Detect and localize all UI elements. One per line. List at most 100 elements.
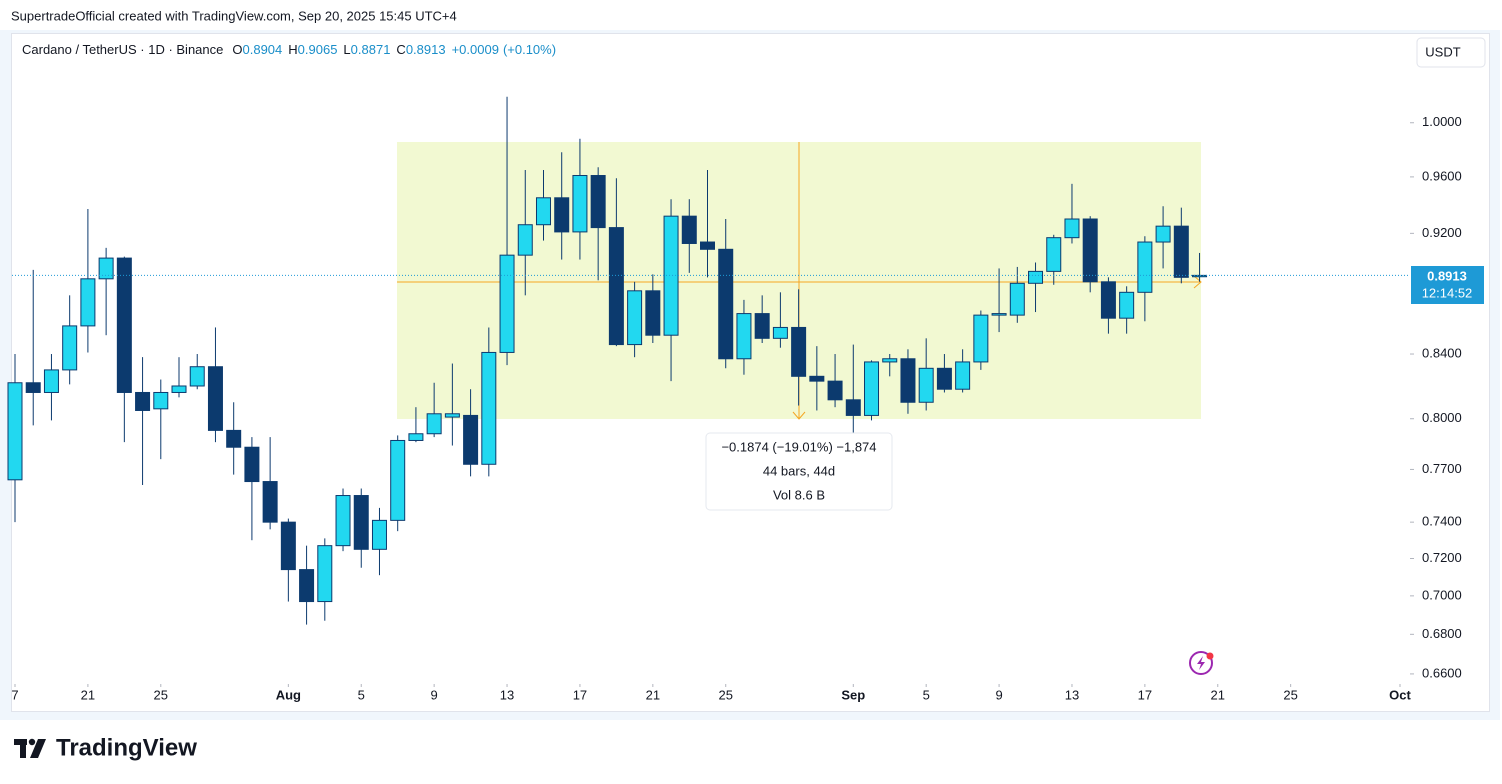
brand: TradingView <box>56 734 197 761</box>
x-tick-label: 5 <box>923 687 930 702</box>
candle-body <box>882 358 898 363</box>
tooltip-line: Vol 8.6 B <box>773 487 825 502</box>
change: +0.0009 <box>452 42 499 57</box>
logo-part <box>30 739 46 758</box>
candle-body <box>827 380 843 401</box>
candle-body <box>754 313 770 339</box>
candle-body <box>681 215 697 244</box>
countdown: 12:14:52 <box>1422 285 1473 300</box>
candle-body <box>918 367 934 403</box>
low-label: L <box>343 42 350 57</box>
x-tick-label: 21 <box>646 687 660 702</box>
candle-body <box>226 429 242 448</box>
candle-body <box>554 197 570 233</box>
logo-part <box>20 739 26 758</box>
x-tick-label: 17 <box>573 687 587 702</box>
last-price-label: 0.8913 12:14:52 <box>1411 266 1484 304</box>
candle-body <box>1009 282 1025 316</box>
candle-body <box>572 175 588 233</box>
measure-tooltip: −0.1874 (−19.01%) −1,874 44 bars, 44d Vo… <box>705 432 893 511</box>
candle-body <box>991 313 1007 316</box>
candle-body <box>645 290 661 336</box>
symbol: Cardano / TetherUS · 1D · Binance <box>22 42 223 57</box>
measure-arrow <box>1193 275 1202 289</box>
candle-body <box>973 314 989 363</box>
x-tick-label: 9 <box>431 687 438 702</box>
tooltip-line: 44 bars, 44d <box>763 463 835 478</box>
high-value: 0.9065 <box>298 42 338 57</box>
x-tick-label: 7 <box>11 687 18 702</box>
x-tick-label: 21 <box>81 687 95 702</box>
candle-body <box>627 290 643 346</box>
y-tick-label: 0.6800 <box>1422 626 1462 641</box>
y-tick-label: 0.7200 <box>1422 550 1462 565</box>
tooltip-box <box>705 432 893 511</box>
currency-button[interactable] <box>1416 37 1486 68</box>
candle-body <box>955 361 971 390</box>
brand-logo: TradingView <box>14 734 197 761</box>
candle-body <box>207 366 223 431</box>
candle-body <box>1028 270 1044 284</box>
candle-body <box>1137 241 1153 293</box>
y-tick-label: 0.8000 <box>1422 410 1462 425</box>
alert-icon[interactable] <box>1189 651 1214 675</box>
logo-part <box>28 738 36 746</box>
candle-body <box>244 446 260 483</box>
y-tick-label: 0.8400 <box>1422 345 1462 360</box>
x-tick-label: 13 <box>1065 687 1079 702</box>
y-tick-label: 0.9200 <box>1422 225 1462 240</box>
candle-body <box>845 399 861 416</box>
candle-body <box>499 254 515 353</box>
candle-body <box>1082 218 1098 283</box>
currency[interactable]: USDT <box>1425 44 1460 59</box>
x-tick-label: 25 <box>1283 687 1297 702</box>
candle-body <box>189 366 205 387</box>
candle-body <box>153 391 169 410</box>
x-tick-label: 9 <box>995 687 1002 702</box>
candle-body <box>408 433 424 441</box>
alert-bolt[interactable] <box>1197 656 1205 670</box>
x-tick-label: Aug <box>276 687 301 702</box>
x-tick-label: Sep <box>841 687 865 702</box>
close-label: C <box>396 42 405 57</box>
last-price: 0.8913 <box>1427 268 1467 283</box>
alert-dot[interactable] <box>1206 652 1214 660</box>
candle-body <box>280 521 296 571</box>
candle-body <box>1119 291 1135 319</box>
change-pct: (+0.10%) <box>503 42 556 57</box>
candle-body <box>1173 225 1189 278</box>
candle-body <box>135 391 151 411</box>
price-box <box>1411 266 1484 304</box>
candle-body <box>1192 274 1208 278</box>
candle-body <box>1155 225 1171 243</box>
candle-body <box>25 382 41 393</box>
candle-body <box>590 175 606 229</box>
x-tick-label: Oct <box>1389 687 1411 702</box>
legend: Cardano / TetherUS · 1D · Binance O0.8904… <box>22 42 556 57</box>
candle-body <box>700 241 715 250</box>
y-tick-label: 0.7700 <box>1422 461 1462 476</box>
candle-body <box>481 351 497 465</box>
open-value: 0.8904 <box>243 42 283 57</box>
candle-body <box>608 227 624 346</box>
tooltip-line: −0.1874 (−19.01%) −1,874 <box>721 439 876 454</box>
candle-body <box>463 414 479 465</box>
x-tick-label: 25 <box>718 687 732 702</box>
candle-body <box>426 413 442 435</box>
y-tick-label: 1.0000 <box>1422 114 1462 129</box>
candle-body <box>791 326 807 377</box>
candle-body <box>371 519 387 550</box>
x-tick-label: 5 <box>358 687 365 702</box>
candle-body <box>1046 237 1062 272</box>
y-tick-label: 0.7000 <box>1422 587 1462 602</box>
candle-body <box>809 375 825 382</box>
candle-body <box>7 382 23 481</box>
candle-body <box>517 224 533 256</box>
candle-body <box>864 361 880 416</box>
candle-body <box>390 439 406 521</box>
candle-body <box>171 385 187 393</box>
candle-body <box>262 481 278 523</box>
candle-body <box>116 257 132 393</box>
